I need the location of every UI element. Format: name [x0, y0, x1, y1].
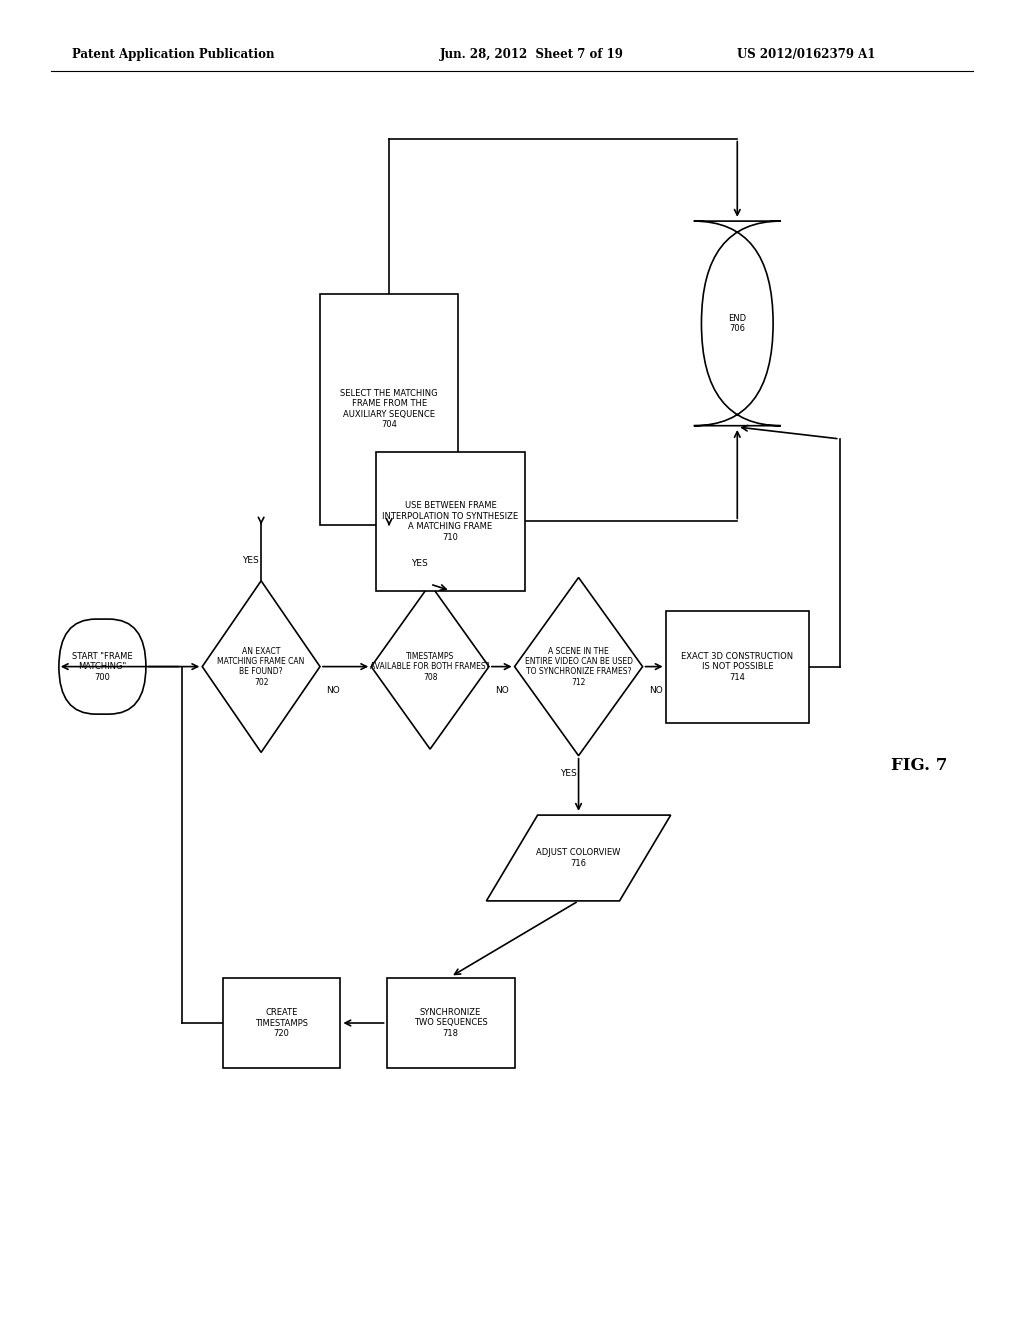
- Text: NO: NO: [649, 686, 663, 694]
- Text: END
706: END 706: [728, 314, 746, 333]
- FancyBboxPatch shape: [693, 220, 780, 425]
- Text: YES: YES: [243, 556, 259, 565]
- FancyBboxPatch shape: [377, 451, 524, 591]
- Text: SYNCHRONIZE
TWO SEQUENCES
718: SYNCHRONIZE TWO SEQUENCES 718: [414, 1008, 487, 1038]
- Text: START "FRAME
MATCHING"
700: START "FRAME MATCHING" 700: [72, 652, 133, 681]
- Polygon shape: [514, 578, 643, 755]
- Polygon shape: [203, 581, 319, 752]
- Text: Jun. 28, 2012  Sheet 7 of 19: Jun. 28, 2012 Sheet 7 of 19: [440, 48, 625, 61]
- Text: Patent Application Publication: Patent Application Publication: [72, 48, 274, 61]
- Polygon shape: [371, 583, 489, 750]
- Polygon shape: [486, 814, 671, 900]
- FancyBboxPatch shape: [223, 978, 340, 1068]
- FancyBboxPatch shape: [59, 619, 146, 714]
- Text: CREATE
TIMESTAMPS
720: CREATE TIMESTAMPS 720: [255, 1008, 308, 1038]
- FancyBboxPatch shape: [387, 978, 514, 1068]
- Text: FIG. 7: FIG. 7: [891, 758, 947, 774]
- Text: A SCENE IN THE
ENTIRE VIDEO CAN BE USED
TO SYNCHRONIZE FRAMES?
712: A SCENE IN THE ENTIRE VIDEO CAN BE USED …: [524, 647, 633, 686]
- Text: US 2012/0162379 A1: US 2012/0162379 A1: [737, 48, 876, 61]
- Text: YES: YES: [560, 768, 577, 777]
- Text: YES: YES: [412, 560, 428, 568]
- Text: NO: NO: [496, 686, 509, 694]
- Text: AN EXACT
MATCHING FRAME CAN
BE FOUND?
702: AN EXACT MATCHING FRAME CAN BE FOUND? 70…: [217, 647, 305, 686]
- Text: NO: NO: [326, 686, 340, 694]
- Text: USE BETWEEN FRAME
INTERPOLATION TO SYNTHESIZE
A MATCHING FRAME
710: USE BETWEEN FRAME INTERPOLATION TO SYNTH…: [383, 502, 518, 541]
- Text: EXACT 3D CONSTRUCTION
IS NOT POSSIBLE
714: EXACT 3D CONSTRUCTION IS NOT POSSIBLE 71…: [681, 652, 794, 681]
- FancyBboxPatch shape: [666, 610, 809, 722]
- Text: TIMESTAMPS
AVAILABLE FOR BOTH FRAMES?
708: TIMESTAMPS AVAILABLE FOR BOTH FRAMES? 70…: [371, 652, 489, 681]
- Text: ADJUST COLORVIEW
716: ADJUST COLORVIEW 716: [537, 849, 621, 867]
- FancyBboxPatch shape: [319, 294, 459, 525]
- Text: SELECT THE MATCHING
FRAME FROM THE
AUXILIARY SEQUENCE
704: SELECT THE MATCHING FRAME FROM THE AUXIL…: [340, 389, 438, 429]
